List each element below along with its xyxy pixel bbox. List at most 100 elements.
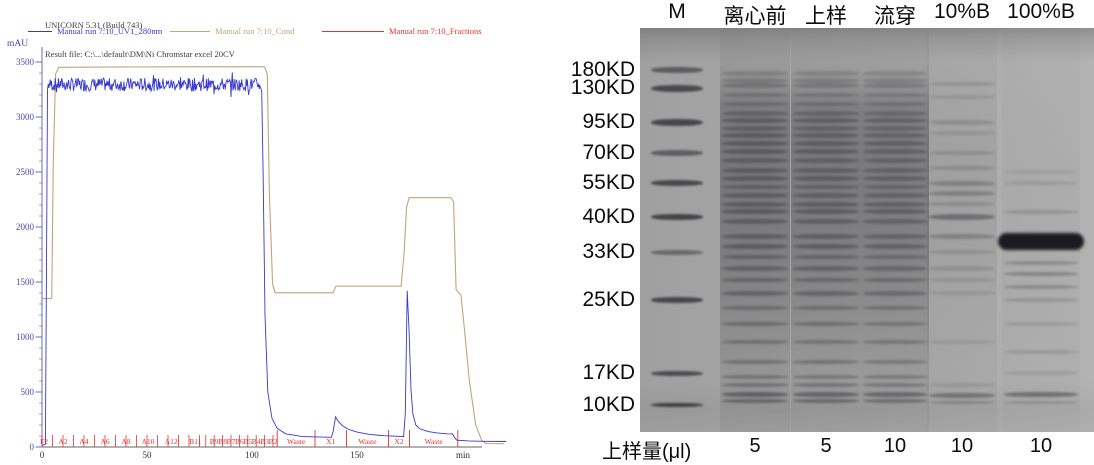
band bbox=[863, 374, 927, 379]
band bbox=[929, 265, 995, 271]
gel-panel: M 离心前 5 上样 5 流穿 10 10%B 10 100%B 10 180KD 130KD 95KD 7… bbox=[555, 0, 1094, 465]
band bbox=[863, 133, 927, 139]
band bbox=[1004, 371, 1078, 375]
band bbox=[793, 140, 859, 146]
load-volume-value: 10 bbox=[883, 435, 907, 457]
band bbox=[863, 140, 927, 146]
band bbox=[1004, 401, 1078, 405]
band bbox=[863, 265, 927, 271]
mw-label: 33KD bbox=[582, 240, 635, 263]
band bbox=[793, 133, 859, 139]
band bbox=[793, 219, 859, 225]
legend-label: Manual run 7:10_UV1_280nm bbox=[57, 26, 163, 36]
load-volume-value: 10 bbox=[950, 435, 974, 457]
band bbox=[651, 150, 703, 156]
band bbox=[1004, 322, 1078, 327]
band bbox=[722, 278, 788, 283]
band bbox=[722, 255, 788, 260]
mw-label: 40KD bbox=[582, 205, 635, 228]
band bbox=[863, 167, 927, 173]
uv-line-swatch bbox=[28, 30, 52, 32]
band bbox=[793, 201, 859, 207]
band bbox=[793, 305, 859, 310]
band bbox=[793, 399, 859, 404]
lane-smear bbox=[720, 28, 790, 432]
band bbox=[793, 167, 859, 173]
band bbox=[651, 67, 703, 73]
legend-label: Manual run 7:10_Cond bbox=[215, 26, 295, 36]
band bbox=[863, 77, 927, 83]
band bbox=[793, 102, 859, 107]
mw-label: 130KD bbox=[570, 76, 635, 99]
lane-header: 100%B bbox=[1007, 0, 1075, 23]
band bbox=[722, 290, 788, 296]
band bbox=[793, 322, 859, 327]
band bbox=[929, 340, 995, 345]
band bbox=[929, 202, 995, 207]
band bbox=[722, 399, 788, 404]
band bbox=[793, 176, 859, 182]
band bbox=[722, 340, 788, 345]
band bbox=[722, 209, 788, 215]
band bbox=[929, 233, 995, 239]
band bbox=[929, 151, 995, 155]
lane-smear bbox=[861, 28, 929, 432]
band bbox=[929, 278, 995, 283]
band bbox=[929, 94, 995, 99]
band bbox=[793, 255, 859, 260]
lane-smear bbox=[927, 28, 997, 432]
band bbox=[1004, 391, 1078, 397]
band bbox=[863, 201, 927, 207]
band bbox=[651, 180, 703, 186]
band bbox=[722, 360, 788, 365]
band bbox=[863, 340, 927, 345]
band bbox=[722, 265, 788, 271]
band bbox=[793, 118, 859, 124]
band bbox=[651, 297, 703, 303]
band bbox=[863, 92, 927, 97]
lane-header: M bbox=[668, 0, 686, 23]
band bbox=[863, 360, 927, 365]
band bbox=[863, 192, 927, 198]
band bbox=[793, 278, 859, 283]
mw-label: 25KD bbox=[582, 288, 635, 311]
band bbox=[863, 382, 927, 387]
lane-header: 离心前 bbox=[723, 5, 787, 28]
band bbox=[929, 166, 995, 171]
band bbox=[1004, 209, 1078, 214]
lane-header: 上样 bbox=[805, 5, 847, 28]
band bbox=[863, 126, 927, 132]
band bbox=[863, 102, 927, 107]
band bbox=[793, 70, 859, 76]
result-file-path: Result file: C:\...\default\DM\Ni Chroms… bbox=[45, 48, 235, 59]
band bbox=[793, 184, 859, 189]
band bbox=[1004, 298, 1078, 302]
band bbox=[793, 192, 859, 198]
band bbox=[722, 92, 788, 97]
band bbox=[722, 322, 788, 327]
band bbox=[793, 265, 859, 271]
band bbox=[863, 110, 927, 116]
band bbox=[1004, 181, 1078, 185]
legend-item-fractions: Manual run 7:10_Fractions bbox=[322, 25, 482, 37]
mw-label: 55KD bbox=[582, 171, 635, 194]
band bbox=[722, 391, 788, 397]
chart-header: UNICORN 5.31 (Build 743) Result file: C:… bbox=[45, 2, 235, 78]
band bbox=[722, 77, 788, 83]
lane-header: 10%B bbox=[933, 0, 991, 23]
band bbox=[722, 118, 788, 124]
cond-trace bbox=[42, 66, 505, 445]
band bbox=[863, 219, 927, 225]
mw-label: 70KD bbox=[582, 141, 635, 164]
band bbox=[722, 233, 788, 239]
band bbox=[722, 133, 788, 139]
band bbox=[1004, 272, 1078, 277]
band bbox=[929, 180, 995, 186]
band bbox=[863, 255, 927, 260]
band bbox=[722, 244, 788, 250]
band bbox=[722, 167, 788, 173]
band bbox=[722, 374, 788, 379]
band bbox=[863, 290, 927, 296]
band bbox=[863, 322, 927, 327]
band bbox=[1004, 260, 1078, 265]
